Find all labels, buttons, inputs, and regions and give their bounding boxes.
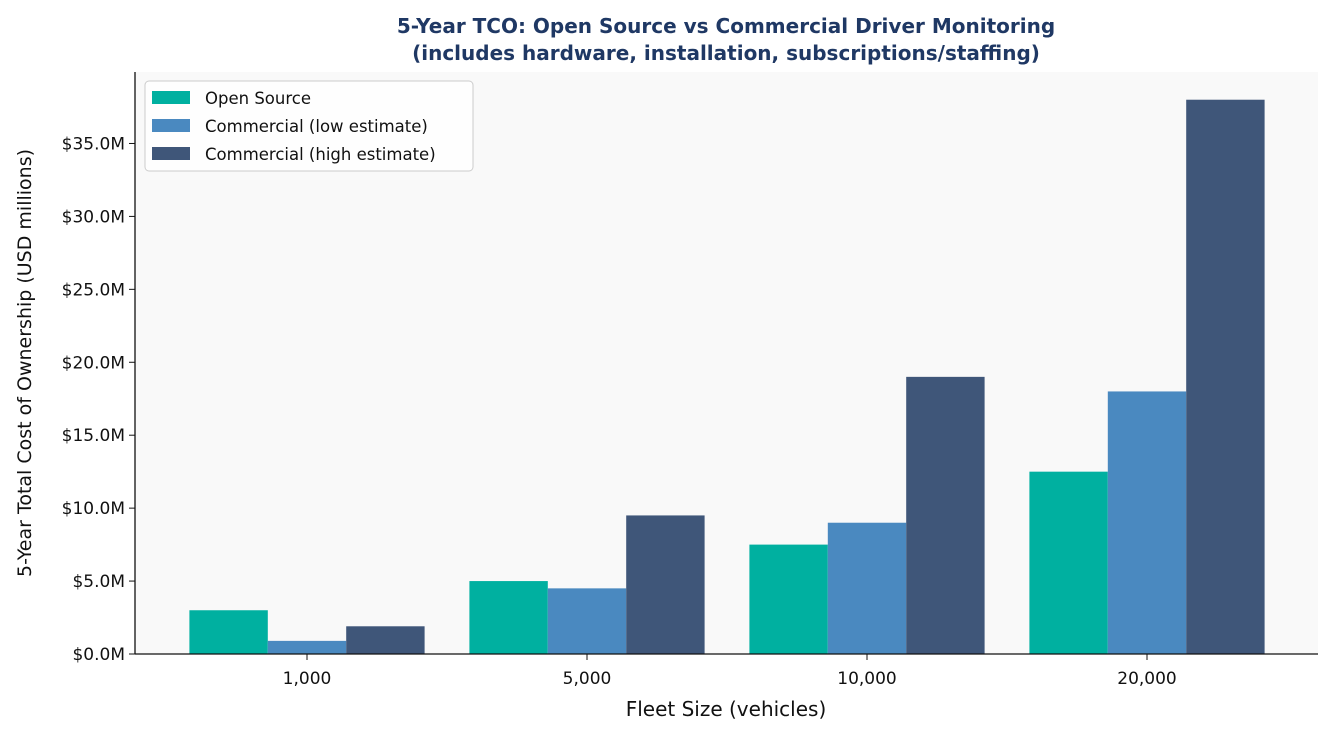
legend-swatch	[152, 119, 190, 132]
x-tick-label: 1,000	[283, 669, 332, 689]
legend-label: Open Source	[205, 89, 311, 108]
chart-subtitle: (includes hardware, installation, subscr…	[412, 41, 1040, 65]
x-tick-label: 10,000	[837, 669, 896, 689]
x-axis-label: Fleet Size (vehicles)	[626, 697, 827, 721]
y-tick-label: $0.0M	[72, 645, 125, 665]
bar-commercial-low-estimate--1	[547, 588, 627, 654]
y-tick-label: $5.0M	[72, 572, 125, 592]
legend-label: Commercial (low estimate)	[205, 117, 428, 136]
legend-swatch	[152, 91, 190, 104]
bar-open-source-3	[1029, 471, 1108, 654]
x-tick-label: 5,000	[563, 669, 612, 689]
y-tick-label: $15.0M	[62, 426, 125, 446]
y-tick-label: $25.0M	[62, 280, 125, 300]
legend-box	[144, 80, 474, 172]
x-tick-label: 20,000	[1117, 669, 1176, 689]
bar-open-source-2	[749, 544, 828, 654]
legend-swatch	[152, 147, 190, 160]
bar-commercial-high-estimate--1	[626, 515, 705, 654]
y-axis-label: 5-Year Total Cost of Ownership (USD mill…	[14, 149, 36, 577]
y-tick-label: $20.0M	[62, 353, 125, 373]
bar-open-source-1	[469, 581, 548, 654]
bar-commercial-high-estimate--3	[1186, 99, 1265, 654]
y-tick-label: $10.0M	[62, 499, 125, 519]
bar-commercial-high-estimate--0	[346, 626, 425, 654]
bar-commercial-low-estimate--3	[1107, 391, 1187, 654]
bar-commercial-low-estimate--0	[267, 640, 347, 654]
y-tick-label: $30.0M	[62, 207, 125, 227]
legend: Open Source Commercial (low estimate) Comm…	[144, 80, 474, 172]
y-tick-label: $35.0M	[62, 134, 125, 154]
chart-title: 5-Year TCO: Open Source vs Commercial Dr…	[397, 14, 1055, 38]
bar-commercial-high-estimate--2	[906, 376, 985, 654]
bar-open-source-0	[189, 610, 268, 654]
bar-commercial-low-estimate--2	[827, 522, 907, 654]
legend-label: Commercial (high estimate)	[205, 145, 436, 164]
